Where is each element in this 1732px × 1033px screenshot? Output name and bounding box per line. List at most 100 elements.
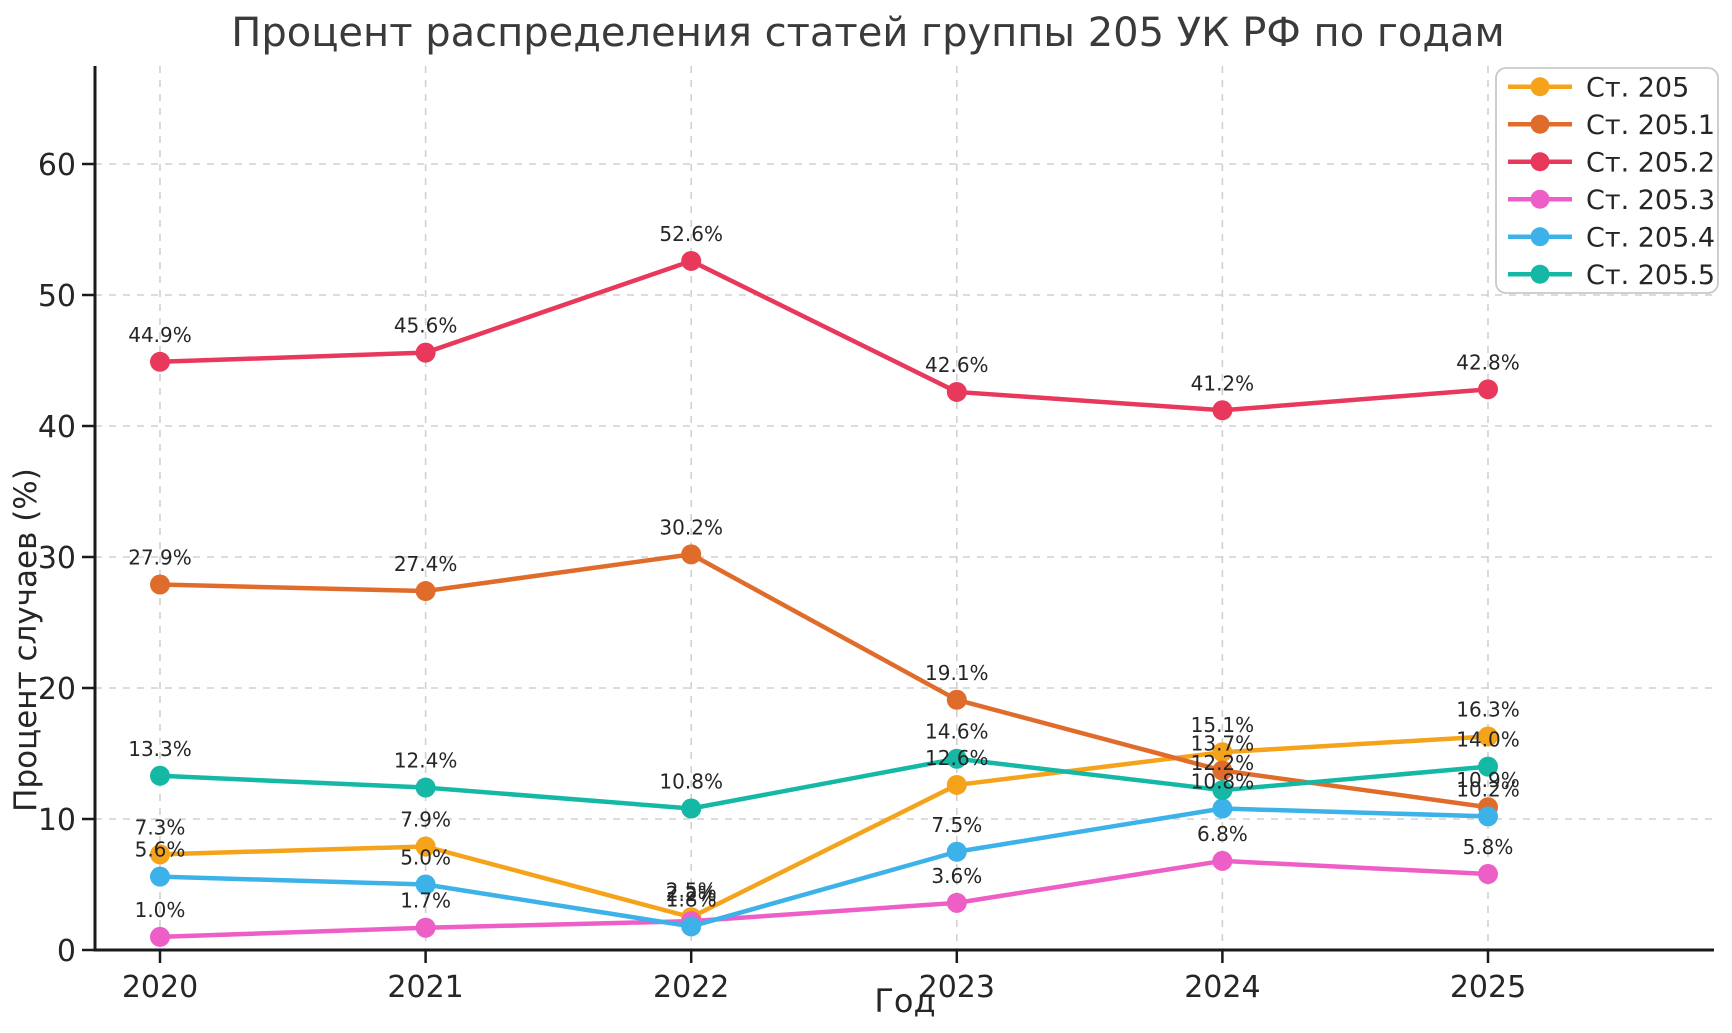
data-point-Ст. 205.3 xyxy=(946,892,967,913)
data-label-Ст. 205.5: 14.0% xyxy=(1456,728,1520,752)
data-label-Ст. 205.3: 3.6% xyxy=(931,864,982,888)
data-label-Ст. 205.2: 42.8% xyxy=(1456,350,1520,374)
data-point-Ст. 205.1 xyxy=(946,689,967,710)
data-label-Ст. 205.5: 12.4% xyxy=(394,749,458,773)
chart-title: Процент распределения статей группы 205 … xyxy=(231,10,1504,56)
data-point-Ст. 205 xyxy=(946,774,967,795)
legend-label: Ст. 205.4 xyxy=(1586,222,1715,253)
series-line-Ст. 205.1 xyxy=(157,552,1491,810)
data-point-Ст. 205.2 xyxy=(415,342,436,363)
data-point-Ст. 205.4 xyxy=(1212,798,1233,819)
data-point-Ст. 205.4 xyxy=(150,866,170,887)
data-label-Ст. 205.5: 12.2% xyxy=(1191,751,1255,775)
y-tick-label: 50 xyxy=(38,279,76,314)
legend-item-Ст. 205.2: Ст. 205.2 xyxy=(1508,147,1715,178)
data-point-Ст. 205.4 xyxy=(681,916,702,937)
data-label-Ст. 205.4: 1.8% xyxy=(666,887,717,911)
legend-marker-icon xyxy=(1530,227,1550,247)
legend-label: Ст. 205.2 xyxy=(1586,147,1715,178)
data-point-Ст. 205.1 xyxy=(681,544,702,565)
data-label-Ст. 205.1: 27.4% xyxy=(394,552,458,576)
data-label-Ст. 205.2: 45.6% xyxy=(394,314,458,338)
data-label-Ст. 205.4: 5.6% xyxy=(135,838,186,862)
legend-item-Ст. 205: Ст. 205 xyxy=(1508,72,1689,103)
legend-label: Ст. 205.1 xyxy=(1586,110,1715,141)
data-label-Ст. 205.1: 10.9% xyxy=(1456,768,1520,792)
data-label-Ст. 205.2: 42.6% xyxy=(925,353,989,377)
data-point-Ст. 205.1 xyxy=(415,581,436,602)
legend-marker-icon xyxy=(1530,77,1550,97)
data-point-Ст. 205.4 xyxy=(1478,806,1498,827)
legend-label: Ст. 205.3 xyxy=(1586,185,1715,216)
data-label-Ст. 205.3: 5.8% xyxy=(1463,835,1514,859)
data-label-Ст. 205.1: 13.7% xyxy=(1191,732,1255,756)
data-label-Ст. 205.3: 1.0% xyxy=(135,898,186,922)
data-label-Ст. 205.5: 13.3% xyxy=(128,737,192,761)
data-label-Ст. 205.2: 44.9% xyxy=(128,323,192,347)
grid-layer xyxy=(95,66,1714,951)
series-line-Ст. 205.4 xyxy=(157,806,1491,929)
x-tick-label: 2023 xyxy=(919,970,995,1005)
data-point-Ст. 205.3 xyxy=(1478,864,1498,885)
data-point-Ст. 205 xyxy=(415,836,436,857)
y-tick-label: 60 xyxy=(38,148,76,183)
series-line-Ст. 205 xyxy=(157,734,1491,920)
data-label-Ст. 205.5: 10.8% xyxy=(659,770,723,794)
data-label-Ст. 205.2: 52.6% xyxy=(659,222,723,246)
data-point-Ст. 205.5 xyxy=(415,777,436,798)
series-line-Ст. 205.3 xyxy=(157,858,1491,940)
y-tick-label: 10 xyxy=(38,803,76,838)
x-tick-label: 2025 xyxy=(1450,970,1526,1005)
data-point-Ст. 205.5 xyxy=(1212,780,1233,801)
data-label-Ст. 205.1: 30.2% xyxy=(659,515,723,539)
x-tick-label: 2022 xyxy=(653,970,729,1005)
series-line-Ст. 205.2 xyxy=(157,258,1491,413)
x-tick-label: 2024 xyxy=(1184,970,1260,1005)
legend-item-Ст. 205.4: Ст. 205.4 xyxy=(1508,222,1715,253)
x-tick-label: 2020 xyxy=(122,970,198,1005)
legend-item-Ст. 205.1: Ст. 205.1 xyxy=(1508,110,1715,141)
data-point-Ст. 205.5 xyxy=(946,748,967,769)
data-point-Ст. 205.1 xyxy=(150,574,170,595)
data-label-Ст. 205: 12.6% xyxy=(925,746,989,770)
x-tick-label: 2021 xyxy=(387,970,463,1005)
data-point-Ст. 205.4 xyxy=(415,874,436,895)
data-label-Ст. 205.5: 14.6% xyxy=(925,720,989,744)
axis-layer: 0 10 20 30 40 50 60 2020 2021 2022 2023 2024 2025 xyxy=(38,66,1714,1005)
legend-marker-icon xyxy=(1530,264,1550,284)
data-label-Ст. 205.3: 6.8% xyxy=(1197,822,1248,846)
data-point-Ст. 205.5 xyxy=(1478,756,1498,777)
legend-item-Ст. 205.5: Ст. 205.5 xyxy=(1508,260,1715,291)
data-label-Ст. 205.1: 19.1% xyxy=(925,661,989,685)
data-label-Ст. 205.4: 10.8% xyxy=(1191,770,1255,794)
data-point-Ст. 205.3 xyxy=(415,917,436,938)
data-point-Ст. 205.4 xyxy=(946,841,967,862)
data-point-Ст. 205 xyxy=(1212,742,1233,763)
data-label-Ст. 205: 15.1% xyxy=(1191,713,1255,737)
x-axis-label: Год xyxy=(874,982,935,1020)
data-point-Ст. 205 xyxy=(1478,726,1498,747)
data-label-Ст. 205.3: 1.7% xyxy=(400,889,451,913)
y-tick-label: 30 xyxy=(38,541,76,576)
data-label-Ст. 205: 7.3% xyxy=(135,815,186,839)
legend-marker-icon xyxy=(1530,152,1550,172)
data-point-Ст. 205 xyxy=(150,844,170,865)
data-label-Ст. 205.4: 10.2% xyxy=(1456,777,1520,801)
data-label-Ст. 205: 2.5% xyxy=(666,878,717,902)
y-axis-label: Процент случаев (%) xyxy=(8,468,44,812)
legend: Ст. 205 Ст. 205.1 Ст. 205.2 Ст. 205.3 Ст. 20… xyxy=(1495,67,1719,294)
data-label-Ст. 205.3: 2.2% xyxy=(666,882,717,906)
data-label-layer: 7.3% 7.9% 2.5% 12.6% 15.1% 16.3% 27.9% 27.4% 30.… xyxy=(128,222,1520,922)
data-label-Ст. 205: 7.9% xyxy=(400,808,451,832)
y-tick-label: 40 xyxy=(38,410,76,445)
data-label-Ст. 205.1: 27.9% xyxy=(128,546,192,570)
data-label-Ст. 205: 16.3% xyxy=(1456,697,1520,721)
legend-label: Ст. 205 xyxy=(1586,72,1689,103)
y-tick-label: 20 xyxy=(38,672,76,707)
data-point-Ст. 205.3 xyxy=(150,926,170,947)
series-line-Ст. 205.5 xyxy=(157,756,1491,811)
series-layer xyxy=(150,250,1498,947)
y-tick-label: 0 xyxy=(57,934,76,969)
